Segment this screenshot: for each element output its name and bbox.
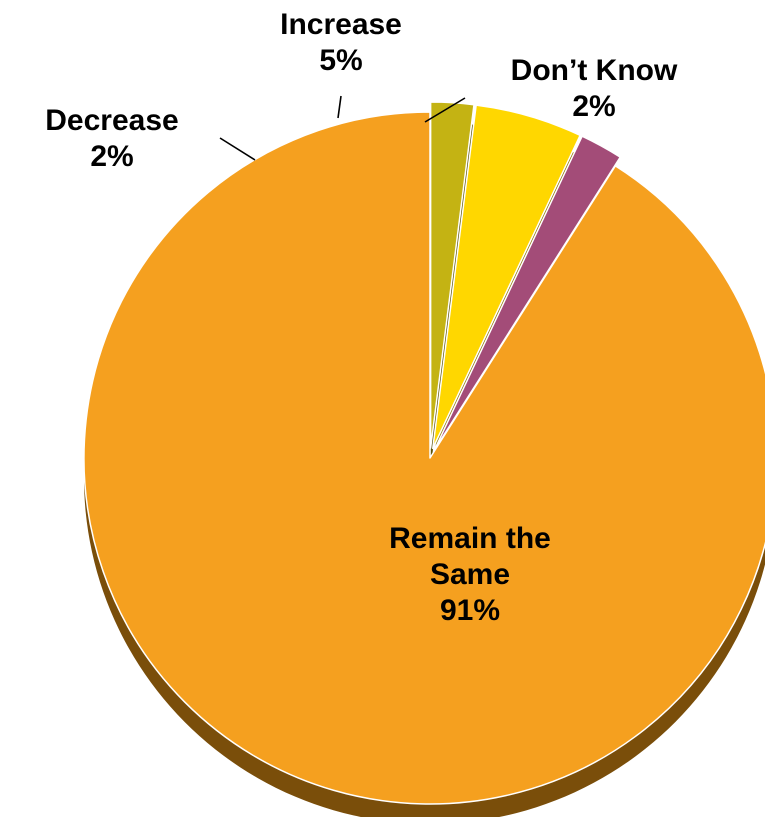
leader-line-decrease (219, 137, 256, 161)
slice-label-line: Remain the (389, 522, 551, 555)
pie-slice-increase (432, 104, 581, 450)
pie-slices (83, 101, 765, 805)
pie-slice-don-t-know (429, 101, 475, 449)
slice-label-increase: Increase 5% (280, 8, 402, 77)
pie-slice-remain-the-same (83, 111, 765, 805)
slice-label-don-t-know: Don’t Know 2% (511, 54, 678, 123)
pie-slice-decrease (434, 135, 621, 450)
leader-line-don-t-know (424, 97, 466, 123)
slice-label-line: Don’t Know (511, 54, 678, 87)
pie-labels: Remain the Same 91%Decrease 2%Increase 5% Don… (45, 8, 678, 627)
label-leader-lines (219, 95, 466, 161)
leader-line-increase (337, 95, 342, 119)
slice-label-line: Same (430, 558, 510, 591)
slice-label-line: 91% (440, 594, 500, 627)
slice-label-line: Increase (280, 8, 402, 41)
slice-label-remain-the-same: Remain the Same 91% (389, 522, 551, 627)
slice-label-decrease: Decrease 2% (45, 104, 178, 173)
slice-label-line: 5% (319, 44, 362, 77)
slice-label-line: 2% (572, 90, 615, 123)
slice-label-line: Decrease (45, 104, 178, 137)
slice-label-line: 2% (90, 140, 133, 173)
